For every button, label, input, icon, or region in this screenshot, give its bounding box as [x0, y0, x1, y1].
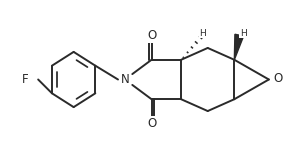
Text: H: H	[200, 29, 206, 38]
Polygon shape	[234, 34, 244, 60]
Text: O: O	[147, 29, 156, 42]
Text: O: O	[147, 117, 156, 130]
Text: O: O	[273, 72, 282, 85]
Text: H: H	[240, 29, 247, 38]
Text: F: F	[22, 73, 29, 86]
Text: N: N	[121, 73, 129, 86]
